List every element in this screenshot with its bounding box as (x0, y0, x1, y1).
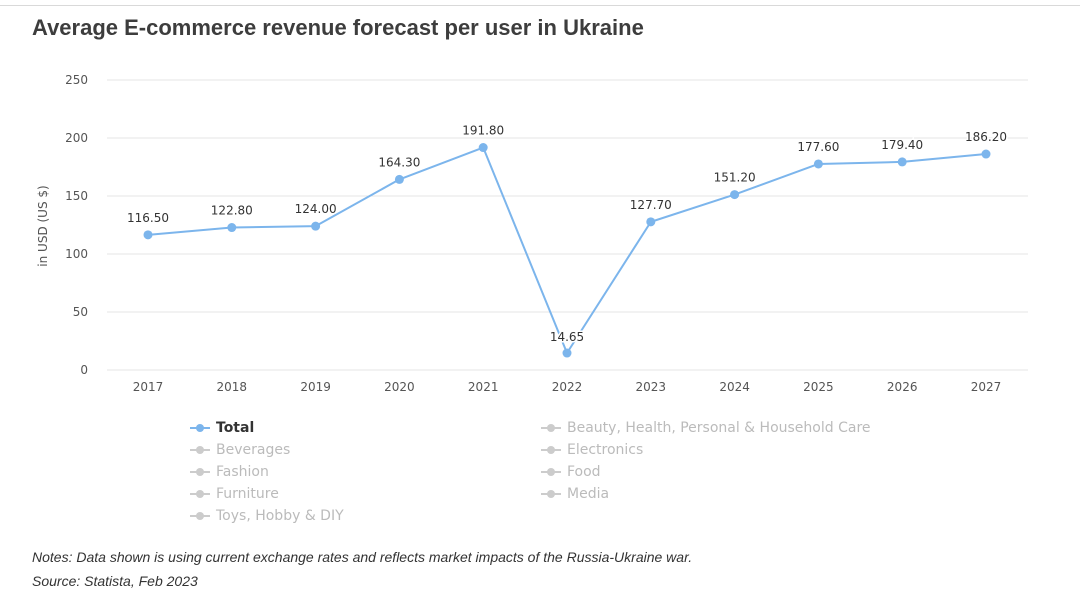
source-text: Source: Statista, Feb 2023 (32, 573, 198, 589)
legend-marker-icon (541, 445, 561, 455)
legend-marker-icon (190, 489, 210, 499)
data-label: 179.40 (881, 138, 923, 152)
data-point (227, 223, 237, 233)
data-label: 186.20 (965, 130, 1007, 144)
x-tick-label: 2018 (217, 380, 248, 394)
legend-label: Food (567, 464, 601, 480)
legend-item[interactable]: Toys, Hobby & DIY (190, 507, 344, 525)
data-label: 122.80 (211, 204, 253, 218)
data-label: 116.50 (127, 211, 169, 225)
legend-marker-icon (541, 489, 561, 499)
legend-marker-icon (190, 467, 210, 477)
legend-marker-icon (190, 445, 210, 455)
data-point (311, 221, 321, 231)
legend-marker-icon (190, 511, 210, 521)
legend-item[interactable]: Fashion (190, 463, 269, 481)
data-point (897, 157, 907, 167)
legend-item[interactable]: Beverages (190, 441, 290, 459)
legend-marker-icon (541, 423, 561, 433)
x-tick-label: 2021 (468, 380, 499, 394)
x-tick-label: 2020 (384, 380, 415, 394)
legend-label: Media (567, 486, 610, 502)
y-tick-label: 150 (65, 189, 88, 203)
x-tick-label: 2025 (803, 380, 834, 394)
data-label: 124.00 (295, 202, 337, 216)
legend-label: Beverages (216, 442, 291, 458)
line-chart: 0 50 100 150 200 250 in USD (US $) 2017 2018 2019… (36, 73, 1028, 394)
data-point (478, 143, 488, 153)
data-point (394, 174, 404, 184)
legend-label: Furniture (216, 486, 279, 502)
legend-item[interactable]: Furniture (190, 485, 279, 503)
chart-notes: Notes: Data shown is using current excha… (32, 545, 692, 593)
x-tick-label: 2026 (887, 380, 918, 394)
data-label: 14.65 (550, 330, 584, 344)
y-tick-label: 250 (65, 73, 88, 87)
x-tick-label: 2023 (636, 380, 667, 394)
legend-item[interactable]: Total (190, 419, 254, 437)
data-point (562, 348, 572, 358)
data-label: 127.70 (630, 198, 672, 212)
legend-marker-icon (541, 467, 561, 477)
data-label: 164.30 (378, 155, 420, 169)
series-line-total (147, 146, 987, 355)
data-point (730, 190, 740, 200)
y-tick-label: 0 (80, 363, 88, 377)
y-tick-label: 100 (65, 247, 88, 261)
x-tick-label: 2027 (971, 380, 1002, 394)
y-tick-label: 50 (73, 305, 88, 319)
data-label: 191.80 (462, 124, 504, 138)
x-tick-label: 2019 (300, 380, 331, 394)
legend-label: Total (216, 420, 255, 436)
top-border (0, 0, 1080, 6)
legend-marker-icon (190, 423, 210, 433)
legend-item[interactable]: Food (541, 463, 601, 481)
notes-text: Notes: Data shown is using current excha… (32, 549, 693, 565)
legend-label: Toys, Hobby & DIY (216, 508, 344, 524)
x-tick-label: 2022 (552, 380, 583, 394)
legend-item[interactable]: Media (541, 485, 609, 503)
data-point (813, 159, 823, 169)
legend-label: Fashion (216, 464, 269, 480)
data-point (981, 149, 991, 159)
data-label: 151.20 (714, 171, 756, 185)
data-point (646, 217, 656, 227)
legend-label: Electronics (567, 442, 644, 458)
legend-label: Beauty, Health, Personal & Household Car… (567, 420, 871, 436)
y-tick-label: 200 (65, 131, 88, 145)
y-axis-label: in USD (US $) (36, 185, 50, 266)
legend-item[interactable]: Electronics (541, 441, 643, 459)
data-point (143, 230, 153, 240)
data-label: 177.60 (797, 140, 839, 154)
x-tick-label: 2017 (133, 380, 164, 394)
x-tick-label: 2024 (719, 380, 750, 394)
chart-title: Average E-commerce revenue forecast per … (32, 15, 644, 40)
legend-item[interactable]: Beauty, Health, Personal & Household Car… (541, 419, 871, 437)
